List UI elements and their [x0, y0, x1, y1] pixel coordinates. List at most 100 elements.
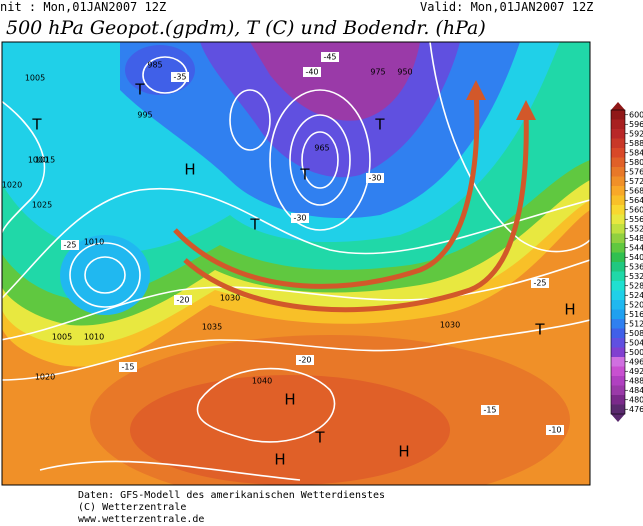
arrow-head: [516, 100, 536, 120]
colorbar-swatch: [611, 309, 625, 320]
colorbar: 6005965925885845805765725685645605565525…: [610, 102, 643, 422]
pressure-center: T: [374, 116, 385, 134]
pressure-label: 1030: [440, 321, 460, 330]
colorbar-label: 572: [629, 177, 643, 186]
colorbar-label: 544: [629, 243, 643, 252]
colorbar-label: 484: [629, 386, 643, 395]
field-purple: [250, 42, 420, 121]
colorbar-label: 600: [629, 110, 643, 119]
pressure-center: T: [249, 216, 260, 234]
pressure-label: 1015: [35, 156, 55, 165]
colorbar-frame: [610, 109, 626, 415]
colorbar-label: 552: [629, 224, 643, 233]
pressure-center: H: [284, 391, 295, 409]
isobar: [196, 367, 336, 443]
colorbar-label: 512: [629, 319, 643, 328]
isobar: [229, 89, 271, 151]
isobar: [269, 89, 371, 231]
temperature-box: [61, 240, 79, 250]
temperature-label: -25: [533, 279, 546, 288]
colorbar-swatch: [611, 186, 625, 196]
colorbar-swatch: [611, 338, 625, 348]
temperature-label: -25: [63, 241, 76, 250]
pressure-center: H: [398, 443, 409, 461]
colorbar-label: 580: [629, 158, 643, 167]
pressure-center: H: [564, 301, 575, 319]
field-low-nw: [125, 45, 195, 95]
map-frame: [1, 41, 591, 486]
jet-arrow: [173, 89, 480, 289]
colorbar-swatch: [611, 195, 625, 206]
footer-line: www.wetterzentrale.de: [78, 514, 204, 525]
temperature-box: [531, 278, 549, 288]
temperature-label: -45: [323, 53, 336, 62]
colorbar-swatch: [611, 110, 625, 120]
pressure-label: 1040: [252, 377, 272, 386]
isobar: [2, 100, 46, 235]
colorbar-label: 592: [629, 129, 643, 138]
flow-arrows: [173, 80, 536, 313]
pressure-label: 975: [370, 68, 385, 77]
colorbar-swatch: [611, 233, 625, 244]
pressure-label: 1010: [84, 333, 104, 342]
pressure-center: T: [299, 166, 310, 184]
colorbar-swatch: [611, 148, 625, 158]
pressure-center: H: [274, 451, 285, 469]
map-title: 500 hPa Geopot.(gpdm), T (C) und Bodendr…: [6, 17, 486, 39]
colorbar-swatch: [611, 138, 625, 149]
isobar: [84, 256, 126, 294]
colorbar-swatch: [611, 224, 625, 234]
temperature-box: [321, 52, 339, 62]
isobar: [2, 187, 590, 300]
colorbar-swatch: [611, 300, 625, 310]
isobars: [2, 42, 590, 481]
temperature-box: [174, 295, 192, 305]
colorbar-label: 528: [629, 281, 643, 290]
colorbar-swatch: [611, 205, 625, 215]
colorbar-label: 556: [629, 215, 643, 224]
field-cyclone: [60, 235, 150, 315]
colorbar-swatch: [611, 129, 625, 139]
temperature-box: [481, 405, 499, 415]
pressure-center: H: [184, 161, 195, 179]
colorbar-swatch: [611, 395, 625, 405]
colorbar-label: 536: [629, 262, 643, 271]
isobar: [2, 319, 590, 381]
colorbar-label: 596: [629, 120, 643, 129]
colorbar-swatch: [611, 252, 625, 263]
isobar: [289, 114, 351, 206]
colorbar-label: 564: [629, 196, 643, 205]
init-time: nit : Mon,01JAN2007 12Z: [0, 0, 166, 14]
colorbar-swatch: [611, 290, 625, 301]
pressure-label: 1005: [52, 333, 72, 342]
temperature-box: [171, 72, 189, 82]
footer-line: (C) Wetterzentrale: [78, 502, 186, 513]
colorbar-swatch: [611, 119, 625, 130]
pressure-label: 965: [314, 144, 329, 153]
colorbar-swatch: [611, 404, 625, 415]
temperature-box: [119, 362, 137, 372]
isobar: [2, 259, 590, 341]
temperature-label: -30: [368, 174, 381, 183]
colorbar-label: 520: [629, 300, 643, 309]
colorbar-label: 588: [629, 139, 643, 148]
pressure-label: 1010: [84, 238, 104, 247]
temperature-label: -35: [173, 73, 186, 82]
pressure-label: 995: [137, 111, 152, 120]
pressure-center: T: [534, 321, 545, 339]
colorbar-label: 584: [629, 148, 643, 157]
isobar: [69, 242, 141, 308]
colorbar-label: 476: [629, 405, 643, 414]
temperature-box: [366, 173, 384, 183]
colorbar-label: 540: [629, 253, 643, 262]
isobar: [429, 42, 590, 253]
valid-time: Valid: Mon,01JAN2007 12Z: [420, 0, 593, 14]
temperature-box: [296, 355, 314, 365]
colorbar-swatch: [611, 271, 625, 282]
colorbar-label: 500: [629, 348, 643, 357]
colorbar-label: 576: [629, 167, 643, 176]
colorbar-label: 560: [629, 205, 643, 214]
